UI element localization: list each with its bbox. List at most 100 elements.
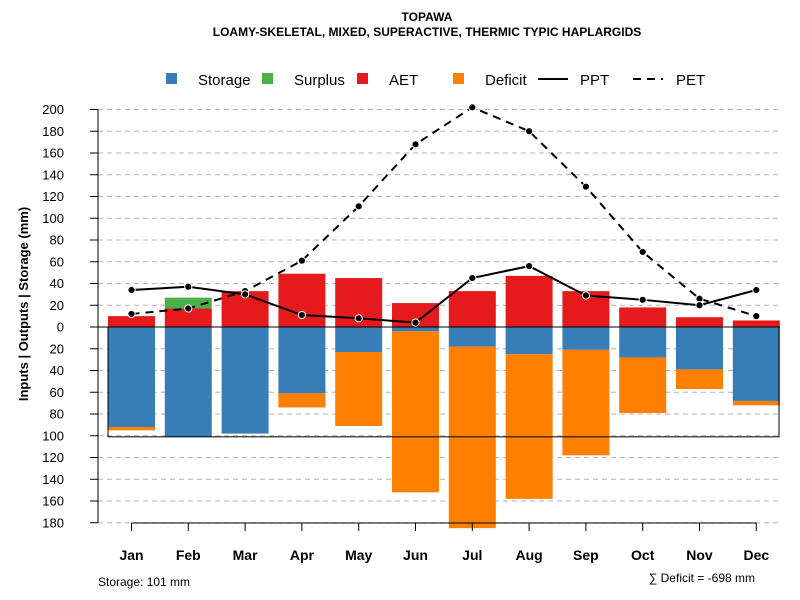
deficit-bar [732, 400, 780, 406]
x-tick-label-feb: Feb [176, 547, 201, 563]
y-tick-label: 120 [42, 189, 64, 204]
deficit-bar [562, 349, 610, 456]
y-tick-label: 80 [50, 407, 64, 422]
grid-lines [98, 109, 780, 524]
y-tick-label: 140 [42, 472, 64, 487]
aet-bar [505, 275, 553, 327]
pet-line-point [297, 256, 306, 265]
y-axis-label: Inputs | Outputs | Storage (mm) [16, 207, 31, 401]
x-tick-label-aug: Aug [515, 547, 542, 563]
aet-bar [164, 308, 212, 327]
deficit-bar [619, 357, 667, 413]
ppt-line-point [127, 285, 136, 295]
y-tick-label: 140 [42, 167, 64, 182]
storage-bar [221, 327, 269, 434]
storage-bar [619, 327, 667, 358]
deficit-bar [676, 369, 723, 389]
aet-bar [619, 307, 667, 327]
x-tick-label-jun: Jun [403, 547, 428, 563]
surplus-bar [164, 297, 212, 309]
ppt-line [131, 265, 757, 324]
storage-bar [676, 327, 723, 370]
y-tick-label: 80 [50, 233, 64, 248]
ppt-line-point [581, 291, 591, 300]
y-tick-label: 120 [42, 450, 64, 465]
deficit-bar [108, 427, 155, 431]
y-tick-label: 40 [50, 276, 64, 291]
storage-note: Storage: 101 mm [98, 575, 190, 589]
y-tick-label: 180 [42, 124, 64, 139]
aet-bar [732, 320, 780, 327]
deficit-bar [392, 331, 439, 493]
pet-line-point [184, 304, 193, 313]
y-tick-label: 100 [42, 211, 64, 226]
ppt-line-point [411, 318, 420, 327]
series-lines [127, 103, 761, 327]
x-tick-label-dec: Dec [743, 547, 769, 563]
x-tick-label-apr: Apr [290, 547, 315, 563]
legend-label-ppt: PPT [580, 72, 609, 89]
legend-label-surplus: Surplus [294, 72, 345, 89]
y-axis: 2001801601401201008060402002040608010012… [42, 102, 99, 530]
pet-line-point [468, 103, 477, 112]
legend-swatch-surplus [262, 73, 273, 84]
ppt-line-point [354, 314, 363, 323]
pet-line-point [354, 202, 363, 211]
storage-bar [164, 327, 212, 437]
x-tick-label-oct: Oct [631, 547, 655, 563]
ppt-line-point [638, 295, 647, 304]
pet-line-point [638, 247, 647, 257]
x-tick-label-jul: Jul [462, 547, 482, 563]
deficit-note: ∑ Deficit = -698 mm [649, 571, 755, 585]
pet-line-point [752, 312, 761, 321]
legend-label-pet: PET [676, 72, 705, 89]
pet-line [131, 106, 757, 318]
deficit-bar [448, 346, 496, 529]
pet-line-point [411, 140, 420, 149]
y-tick-label: 180 [42, 515, 64, 530]
ppt-line-point [297, 310, 306, 320]
y-tick-label: 20 [50, 341, 64, 356]
deficit-bar [335, 352, 383, 426]
legend-label-storage: Storage [198, 72, 251, 89]
deficit-bar [278, 393, 326, 408]
legend: Storage Surplus AET Deficit PPT PET [166, 72, 705, 89]
y-tick-label: 20 [50, 298, 64, 313]
storage-bar [278, 327, 326, 394]
ppt-line-point [241, 290, 250, 299]
y-tick-label: 100 [42, 428, 64, 443]
x-tick-label-sep: Sep [573, 547, 599, 563]
storage-bar [562, 327, 610, 350]
legend-swatch-deficit [453, 73, 464, 84]
legend-swatch-storage [166, 73, 177, 84]
aet-bar [108, 316, 155, 327]
x-tick-label-jan: Jan [119, 547, 143, 563]
ppt-line-point [184, 282, 193, 291]
pet-line-point [127, 309, 136, 319]
y-tick-label: 160 [42, 146, 64, 161]
storage-bar [392, 327, 439, 332]
aet-bar [448, 291, 496, 327]
ppt-line-point [695, 301, 704, 310]
legend-label-deficit: Deficit [485, 72, 528, 89]
bars [98, 273, 780, 529]
x-tick-label-may: May [345, 547, 372, 563]
x-axis: Jan Feb Mar Apr May Jun Jul Aug Sep Oct Nov Dec [119, 522, 769, 563]
storage-bar [505, 327, 553, 355]
chart-title: TOPAWA [402, 10, 453, 24]
legend-label-aet: AET [389, 72, 418, 89]
chart-subtitle: LOAMY-SKELETAL, MIXED, SUPERACTIVE, THER… [213, 25, 641, 39]
y-tick-label: 0 [57, 320, 64, 335]
ppt-line-point [525, 262, 534, 271]
y-tick-label: 160 [42, 494, 64, 509]
ppt-line-point [752, 285, 761, 295]
x-tick-label-mar: Mar [233, 547, 258, 563]
x-tick-label-nov: Nov [686, 547, 713, 563]
y-tick-label: 60 [50, 254, 64, 269]
ppt-line-point [468, 273, 477, 283]
storage-bar [335, 327, 383, 353]
aet-bar [676, 317, 723, 327]
y-tick-label: 200 [42, 102, 64, 117]
pet-line-point [581, 182, 591, 191]
